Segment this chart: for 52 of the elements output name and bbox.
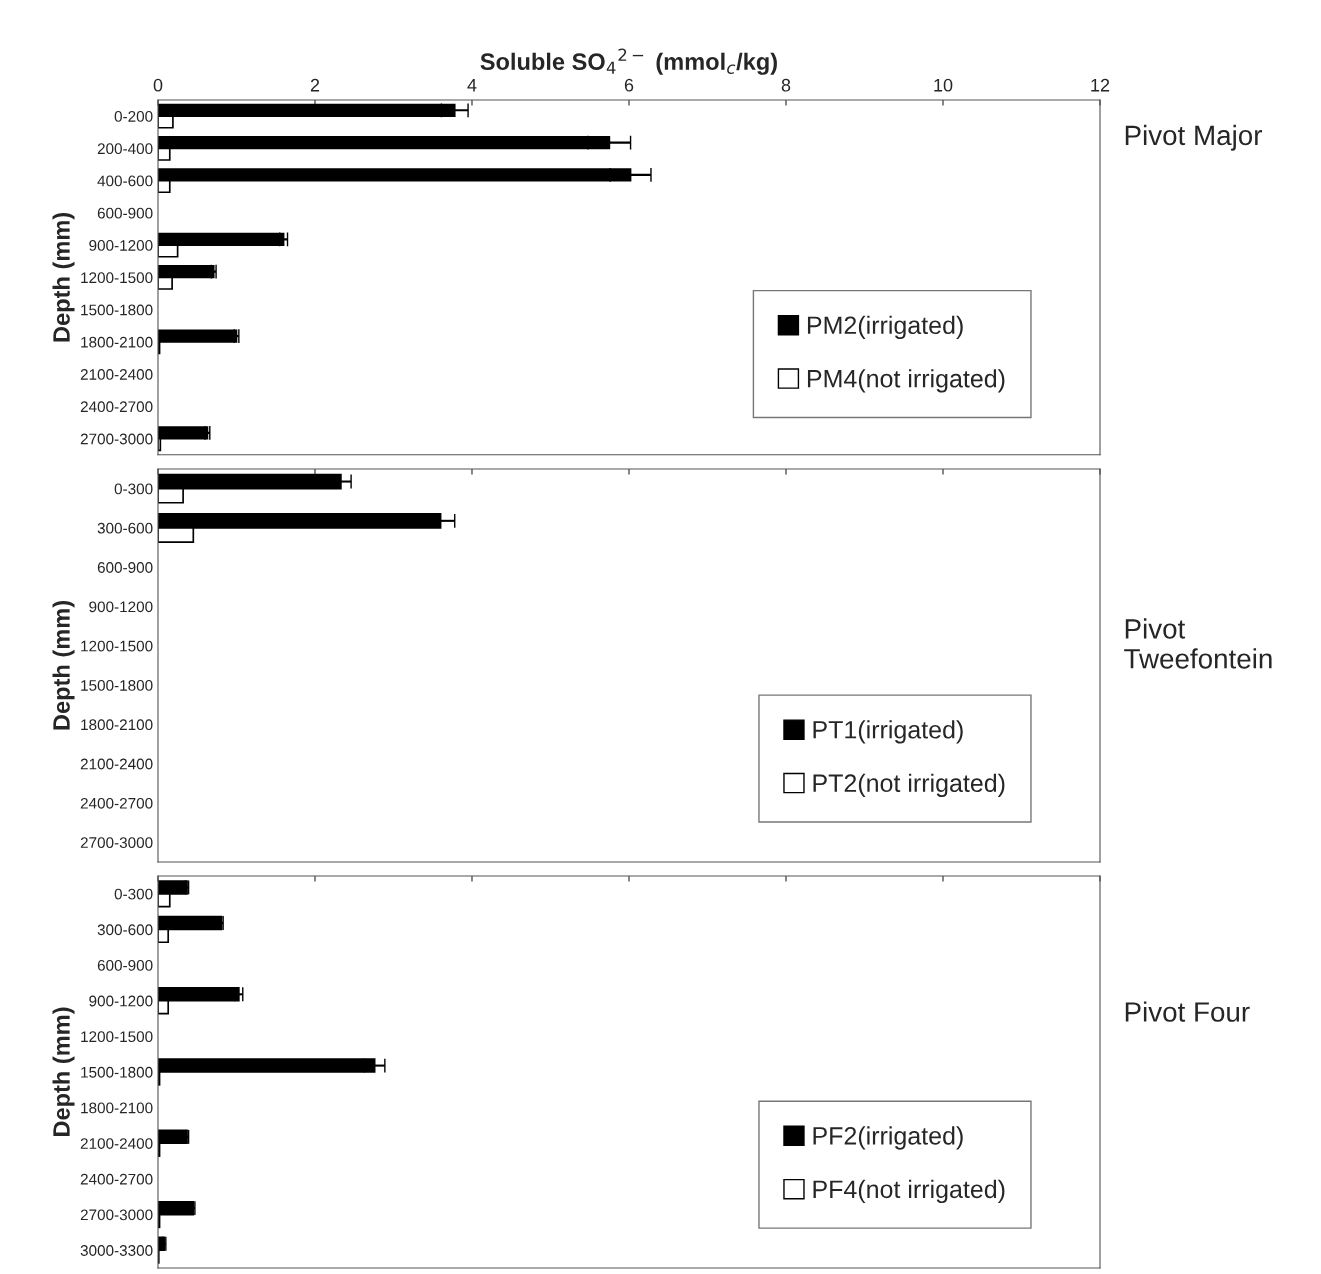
y-tick-label: 1800-2100 — [81, 1102, 153, 1114]
x-tick-label: 0 — [153, 78, 163, 92]
y-axis-title: Depth (mm) — [52, 601, 75, 730]
text: Pivot Tweefontein — [1124, 618, 1272, 669]
legend-label: PT2(not irrigated) — [813, 773, 1005, 797]
x-tick-label: 2 — [310, 78, 320, 92]
y-tick-label: 3000-3300 — [80, 1245, 153, 1256]
y-tick-label: 2400-2700 — [80, 401, 153, 413]
y-tick-label: 900-1200 — [89, 240, 153, 251]
y-tick-label: 2100-2400 — [80, 369, 153, 380]
y-tick-label: 1200-1500 — [81, 640, 153, 652]
x-tick-label: 12 — [1091, 78, 1110, 92]
y-tick-label: 0-300 — [114, 888, 153, 900]
y-tick-label: 0-200 — [114, 111, 153, 122]
y-tick-label: 1800-2100 — [81, 719, 153, 731]
y-tick-label: 0-300 — [114, 483, 153, 495]
y-tick-label: 1500-1800 — [81, 679, 153, 691]
y-tick-label: 2700-3000 — [80, 1209, 153, 1221]
text: Pivot Four — [1125, 1001, 1250, 1022]
y-tick-label: 1200-1500 — [81, 272, 153, 284]
x-tick-label: 10 — [934, 78, 953, 92]
y-tick-label: 900-1200 — [89, 601, 153, 613]
y-tick-label: 2400-2700 — [80, 1173, 153, 1185]
y-tick-label: 2700-3000 — [80, 837, 153, 849]
y-tick-label: 900-1200 — [89, 995, 153, 1007]
y-tick-label: 200-400 — [97, 143, 153, 155]
y-axis-title: Depth (mm) — [52, 213, 75, 342]
y-tick-label: 2100-2400 — [80, 1138, 153, 1149]
y-tick-label: 1800-2100 — [81, 336, 153, 348]
x-tick-label: 6 — [624, 78, 634, 92]
legend-label: PM4(not irrigated) — [807, 369, 1005, 393]
legend-label: PM2(irrigated) — [807, 315, 963, 340]
y-tick-label: 1500-1800 — [81, 1066, 153, 1078]
y-tick-label: 2100-2400 — [80, 758, 153, 770]
y-tick-label: 1500-1800 — [81, 304, 153, 316]
y-tick-label: 600-900 — [97, 562, 153, 573]
y-tick-label: 1200-1500 — [81, 1031, 153, 1043]
y-tick-label: 600-900 — [97, 959, 153, 971]
legend-label: PF2(irrigated) — [813, 1126, 963, 1150]
x-axis-title: Soluble SO$_{4}$$^{2−}$ (mmol$_{c}$/kg) — [480, 48, 777, 75]
y-tick-label: 400-600 — [97, 175, 153, 187]
x-tick-label: 4 — [467, 78, 477, 92]
y-tick-label: 2400-2700 — [80, 797, 153, 809]
legend-label: PF4(not irrigated) — [813, 1179, 1005, 1204]
y-axis-title: Depth (mm) — [52, 1007, 75, 1137]
y-tick-label: 2700-3000 — [80, 433, 153, 445]
text: Pivot Major — [1125, 124, 1263, 151]
y-tick-label: 600-900 — [97, 207, 153, 219]
y-tick-label: 300-600 — [97, 522, 153, 534]
y-tick-label: 300-600 — [97, 924, 153, 936]
legend-label: PT1(irrigated) — [813, 720, 963, 744]
x-tick-label: 8 — [781, 78, 791, 92]
